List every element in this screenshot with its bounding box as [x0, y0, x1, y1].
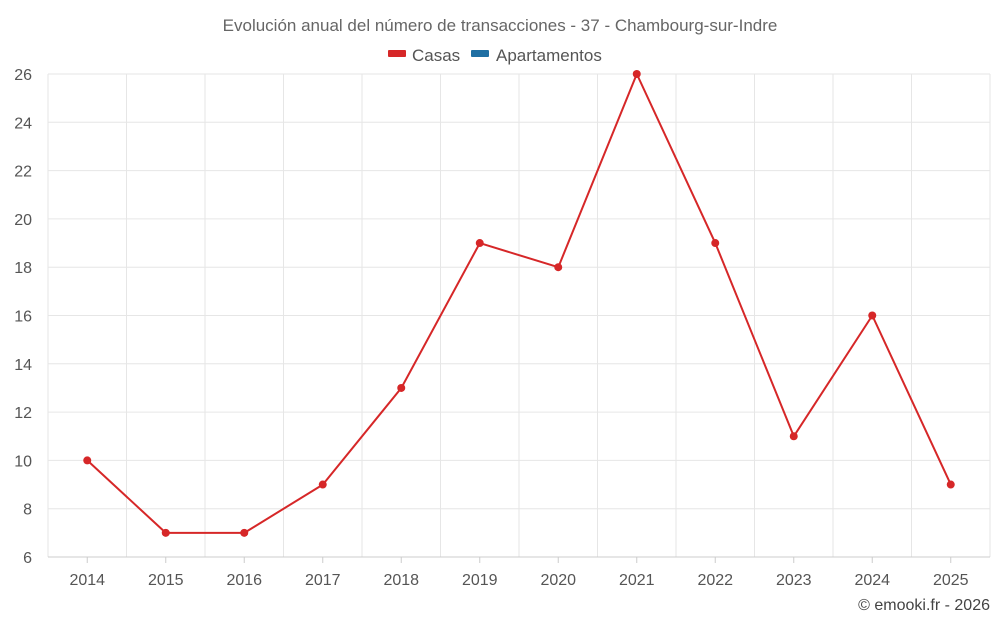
y-tick-label: 24 [14, 115, 32, 132]
legend-swatch-apartamentos [471, 50, 489, 57]
x-tick-label: 2017 [305, 572, 341, 589]
x-tick-label: 2021 [619, 572, 655, 589]
y-tick-label: 26 [14, 67, 32, 84]
x-tick-label: 2024 [854, 572, 890, 589]
chart-title: Evolución anual del número de transaccio… [223, 16, 778, 35]
plot-area [83, 70, 955, 537]
y-tick-label: 16 [14, 309, 32, 326]
data-point-casas-2020[interactable] [554, 263, 563, 272]
y-tick-label: 20 [14, 212, 32, 229]
grid [47, 73, 991, 558]
data-point-casas-2018[interactable] [397, 383, 406, 392]
x-tick-label: 2020 [540, 572, 576, 589]
y-axis: 6 8 10 12 14 16 18 20 22 24 26 [14, 67, 32, 567]
x-axis: 2014 2015 2016 2017 2018 2019 2020 2021 2022 2023… [48, 556, 990, 589]
y-tick-label: 14 [14, 357, 32, 374]
x-tick-label: 2018 [383, 572, 419, 589]
data-point-casas-2016[interactable] [240, 528, 249, 537]
data-point-casas-2017[interactable] [318, 480, 327, 489]
legend-item-casas[interactable]: Casas [388, 46, 460, 65]
y-tick-label: 22 [14, 164, 32, 181]
legend-item-apartamentos[interactable]: Apartamentos [471, 46, 602, 65]
series-line-casas [86, 73, 952, 534]
x-tick-label: 2019 [462, 572, 498, 589]
y-tick-label: 18 [14, 260, 32, 277]
x-tick-label: 2025 [933, 572, 969, 589]
data-point-casas-2023[interactable] [789, 432, 798, 441]
y-tick-label: 6 [23, 550, 32, 567]
data-point-casas-2019[interactable] [475, 239, 484, 248]
data-point-casas-2024[interactable] [868, 311, 877, 320]
y-tick-label: 12 [14, 405, 32, 422]
x-tick-label: 2023 [776, 572, 812, 589]
x-tick-label: 2015 [148, 572, 184, 589]
legend-swatch-casas [388, 50, 406, 57]
y-tick-label: 8 [23, 502, 32, 519]
data-point-casas-2025[interactable] [946, 480, 955, 489]
data-point-casas-2014[interactable] [83, 456, 92, 465]
credit-text: © emooki.fr - 2026 [858, 597, 990, 614]
data-point-casas-2021[interactable] [632, 70, 641, 78]
legend-label-casas: Casas [412, 46, 460, 65]
x-tick-label: 2014 [69, 572, 105, 589]
legend-label-apartamentos: Apartamentos [496, 46, 602, 65]
data-point-casas-2022[interactable] [711, 239, 720, 248]
legend: Casas Apartamentos [388, 46, 602, 65]
x-tick-label: 2016 [226, 572, 262, 589]
y-tick-label: 10 [14, 453, 32, 470]
x-tick-label: 2022 [697, 572, 733, 589]
data-point-casas-2015[interactable] [161, 528, 170, 537]
